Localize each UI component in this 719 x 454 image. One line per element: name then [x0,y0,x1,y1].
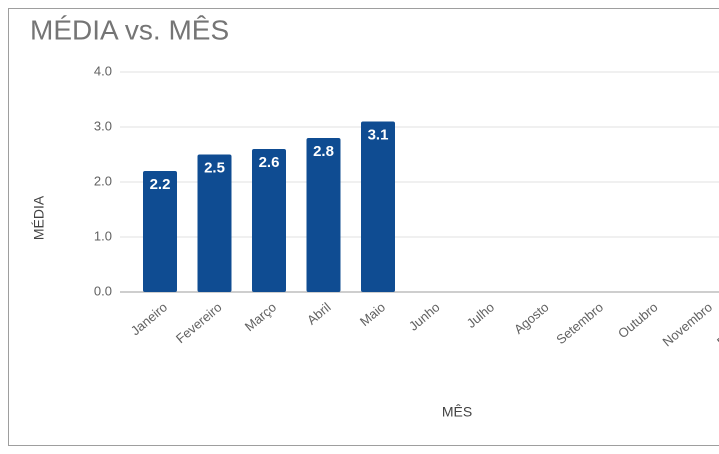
bar [197,154,232,292]
y-axis-title: MÉDIA [31,195,47,240]
bar [143,171,177,292]
y-tick-label: 1.0 [94,228,112,243]
data-label: 3.1 [368,126,389,143]
y-tick-label: 2.0 [94,173,112,188]
bar [252,149,286,292]
x-axis-title: MÊS [442,404,472,420]
data-label: 2.5 [204,159,225,176]
y-tick-label: 3.0 [94,118,112,133]
y-tick-label: 4.0 [94,63,112,78]
y-tick-label: 0.0 [94,283,112,298]
bar [306,138,341,292]
chart-title: MÉDIA vs. MÊS [30,14,229,45]
bar [361,121,395,292]
data-label: 2.8 [313,143,334,160]
data-label: 2.2 [150,176,171,193]
data-label: 2.6 [259,154,280,171]
